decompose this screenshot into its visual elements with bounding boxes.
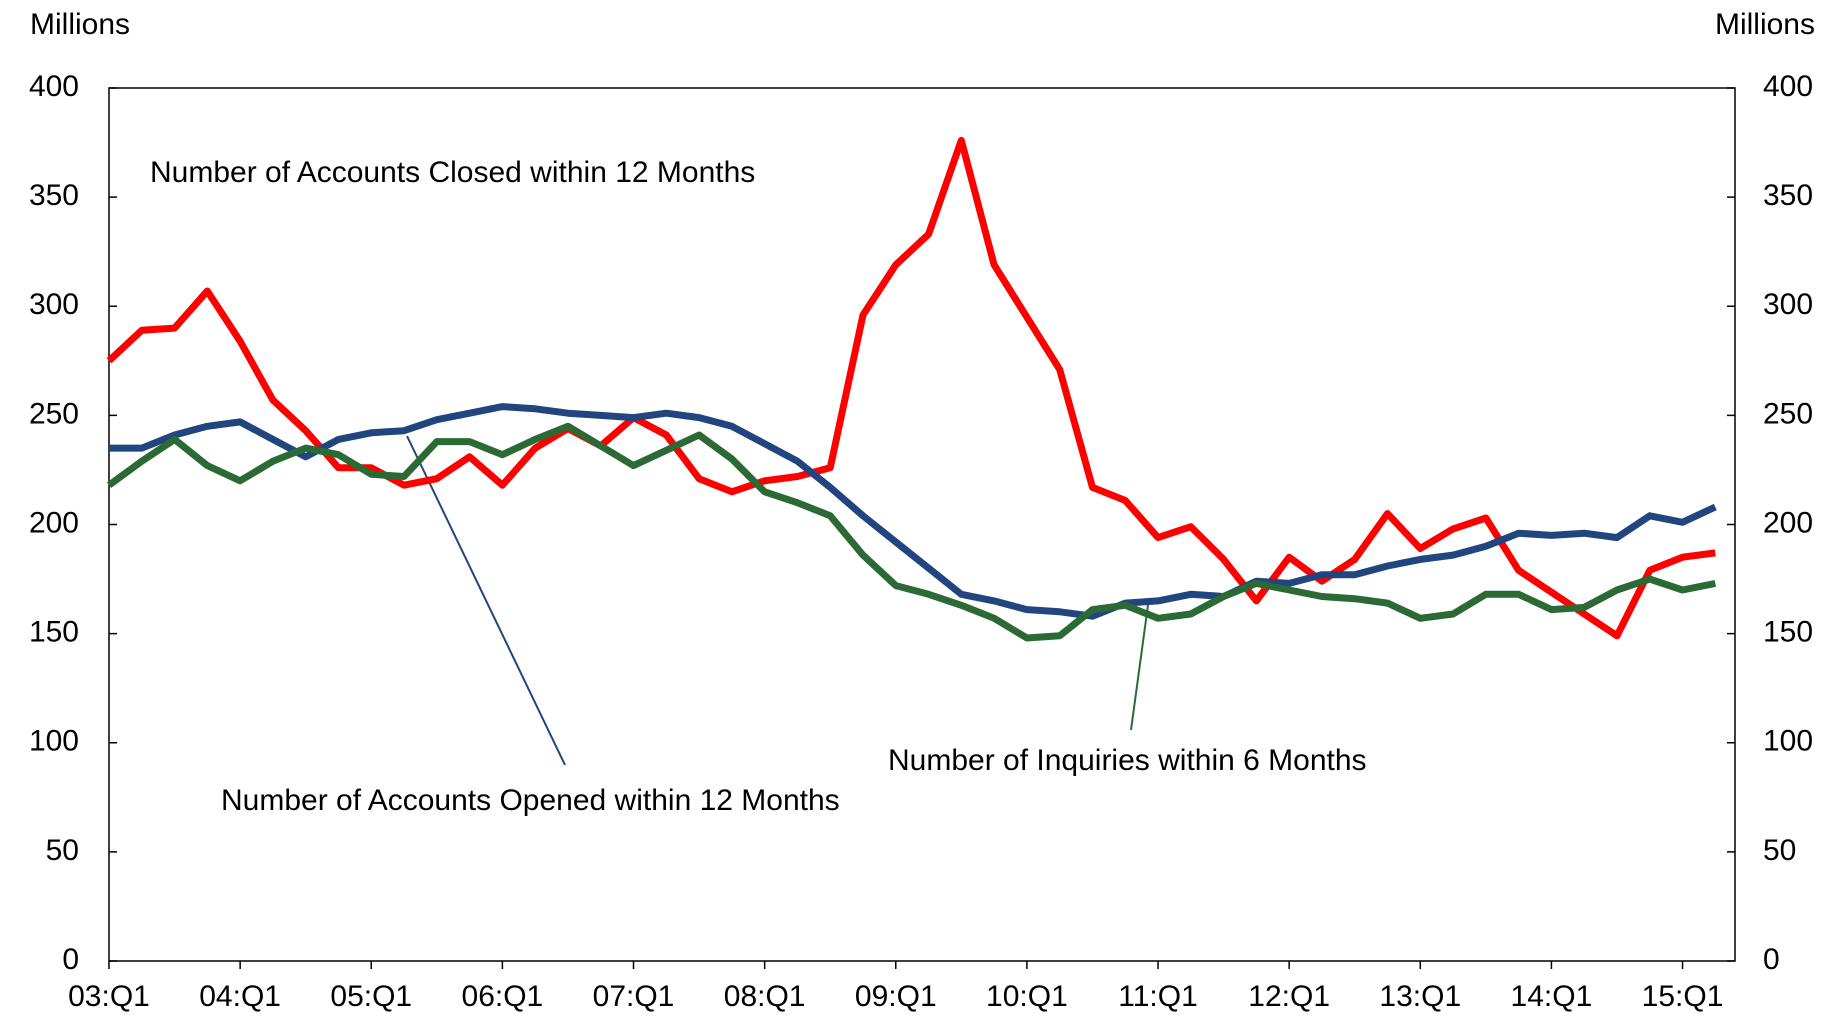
y-tick-label: 400 <box>29 70 79 103</box>
y-tick-label: 350 <box>29 179 79 212</box>
y2-tick-label: 150 <box>1763 616 1813 649</box>
legend-label: Number of Inquiries within 6 Months <box>888 744 1367 777</box>
x-tick-label: 05:Q1 <box>330 980 412 1013</box>
y-tick-label: 0 <box>62 943 79 976</box>
x-tick-label: 07:Q1 <box>593 980 675 1013</box>
y-tick-label: 100 <box>29 725 79 758</box>
y-tick-label: 300 <box>29 288 79 321</box>
legend-label: Number of Accounts Opened within 12 Mont… <box>221 784 840 817</box>
series-line <box>106 136 1716 640</box>
y2-tick-label: 200 <box>1763 506 1813 539</box>
legend-label: Number of Accounts Closed within 12 Mont… <box>150 156 755 189</box>
x-tick-label: 15:Q1 <box>1642 980 1724 1013</box>
x-tick-label: 06:Q1 <box>462 980 544 1013</box>
y2-tick-label: 50 <box>1763 834 1796 867</box>
y-tick-label: 50 <box>46 834 79 867</box>
series-line <box>106 422 1716 642</box>
leader-line <box>406 435 566 766</box>
y2-tick-label: 100 <box>1763 725 1813 758</box>
y2-axis-title: Millions <box>1715 8 1815 41</box>
y2-tick-label: 300 <box>1763 288 1813 321</box>
y-axis-title: Millions <box>30 8 130 41</box>
series-line <box>109 403 1717 620</box>
x-tick-label: 13:Q1 <box>1379 980 1461 1013</box>
x-tick-label: 10:Q1 <box>986 980 1068 1013</box>
x-tick-label: 14:Q1 <box>1511 980 1593 1013</box>
x-tick-label: 09:Q1 <box>855 980 937 1013</box>
x-tick-label: 12:Q1 <box>1248 980 1330 1013</box>
y2-tick-label: 400 <box>1763 70 1813 103</box>
y-tick-label: 200 <box>29 506 79 539</box>
y2-tick-label: 350 <box>1763 179 1813 212</box>
y2-tick-label: 0 <box>1763 943 1780 976</box>
x-tick-label: 11:Q1 <box>1118 980 1198 1013</box>
y-tick-label: 150 <box>29 616 79 649</box>
x-tick-label: 04:Q1 <box>199 980 281 1013</box>
x-tick-label: 08:Q1 <box>724 980 806 1013</box>
y-tick-label: 250 <box>29 397 79 430</box>
y2-tick-label: 250 <box>1763 397 1813 430</box>
leader-line <box>1130 604 1149 731</box>
x-tick-label: 03:Q1 <box>68 980 150 1013</box>
